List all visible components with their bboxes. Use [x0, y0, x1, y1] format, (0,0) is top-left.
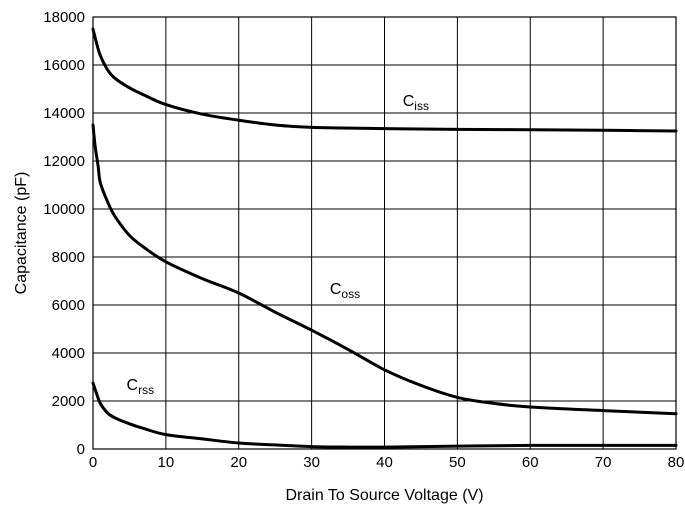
tick-layer: 0 10 20 30 40 50 60 70 80 0 2000 4000 6000 8000 10000 1…: [43, 9, 684, 471]
y-axis-label: Capacitance (pF): [13, 172, 30, 295]
series-line-ciss: [91, 27, 678, 133]
y-tick-label-8000: 8000: [52, 249, 85, 266]
grid-layer: [93, 17, 676, 449]
x-tick-label-40: 40: [376, 454, 393, 471]
x-tick-label-50: 50: [449, 454, 466, 471]
series-label-main-crss: C: [127, 377, 139, 394]
series-label-ciss: Ciss: [403, 93, 429, 113]
y-tick-label-4000: 4000: [52, 345, 85, 362]
series-label-sub-ciss: iss: [414, 99, 429, 113]
y-tick-label-10000: 10000: [43, 201, 85, 218]
y-tick-label-16000: 16000: [43, 57, 85, 74]
series-label-main-ciss: C: [403, 93, 415, 110]
y-tick-label-0: 0: [77, 441, 85, 458]
series-line-crss: [91, 381, 678, 449]
y-tick-label-12000: 12000: [43, 153, 85, 170]
label-layer: Drain To Source Voltage (V) Capacitance (…: [13, 93, 484, 504]
y-tick-label-2000: 2000: [52, 393, 85, 410]
plot-frame: [92, 16, 677, 450]
x-tick-label-0: 0: [89, 454, 97, 471]
x-tick-label-70: 70: [595, 454, 612, 471]
x-axis-label: Drain To Source Voltage (V): [285, 487, 483, 504]
series-label-coss: Coss: [330, 281, 360, 301]
x-tick-label-30: 30: [303, 454, 320, 471]
x-tick-label-80: 80: [668, 454, 685, 471]
y-tick-label-18000: 18000: [43, 9, 85, 26]
x-tick-label-10: 10: [158, 454, 175, 471]
y-tick-label-6000: 6000: [52, 297, 85, 314]
series-label-sub-crss: rss: [138, 383, 154, 397]
series-label-crss: Crss: [127, 377, 155, 397]
series-label-main-coss: C: [330, 281, 342, 298]
series-line-coss: [91, 123, 678, 416]
x-tick-label-60: 60: [522, 454, 539, 471]
curve-layer: [91, 27, 678, 449]
y-tick-label-14000: 14000: [43, 105, 85, 122]
series-label-sub-coss: oss: [341, 287, 360, 301]
x-tick-label-20: 20: [230, 454, 247, 471]
